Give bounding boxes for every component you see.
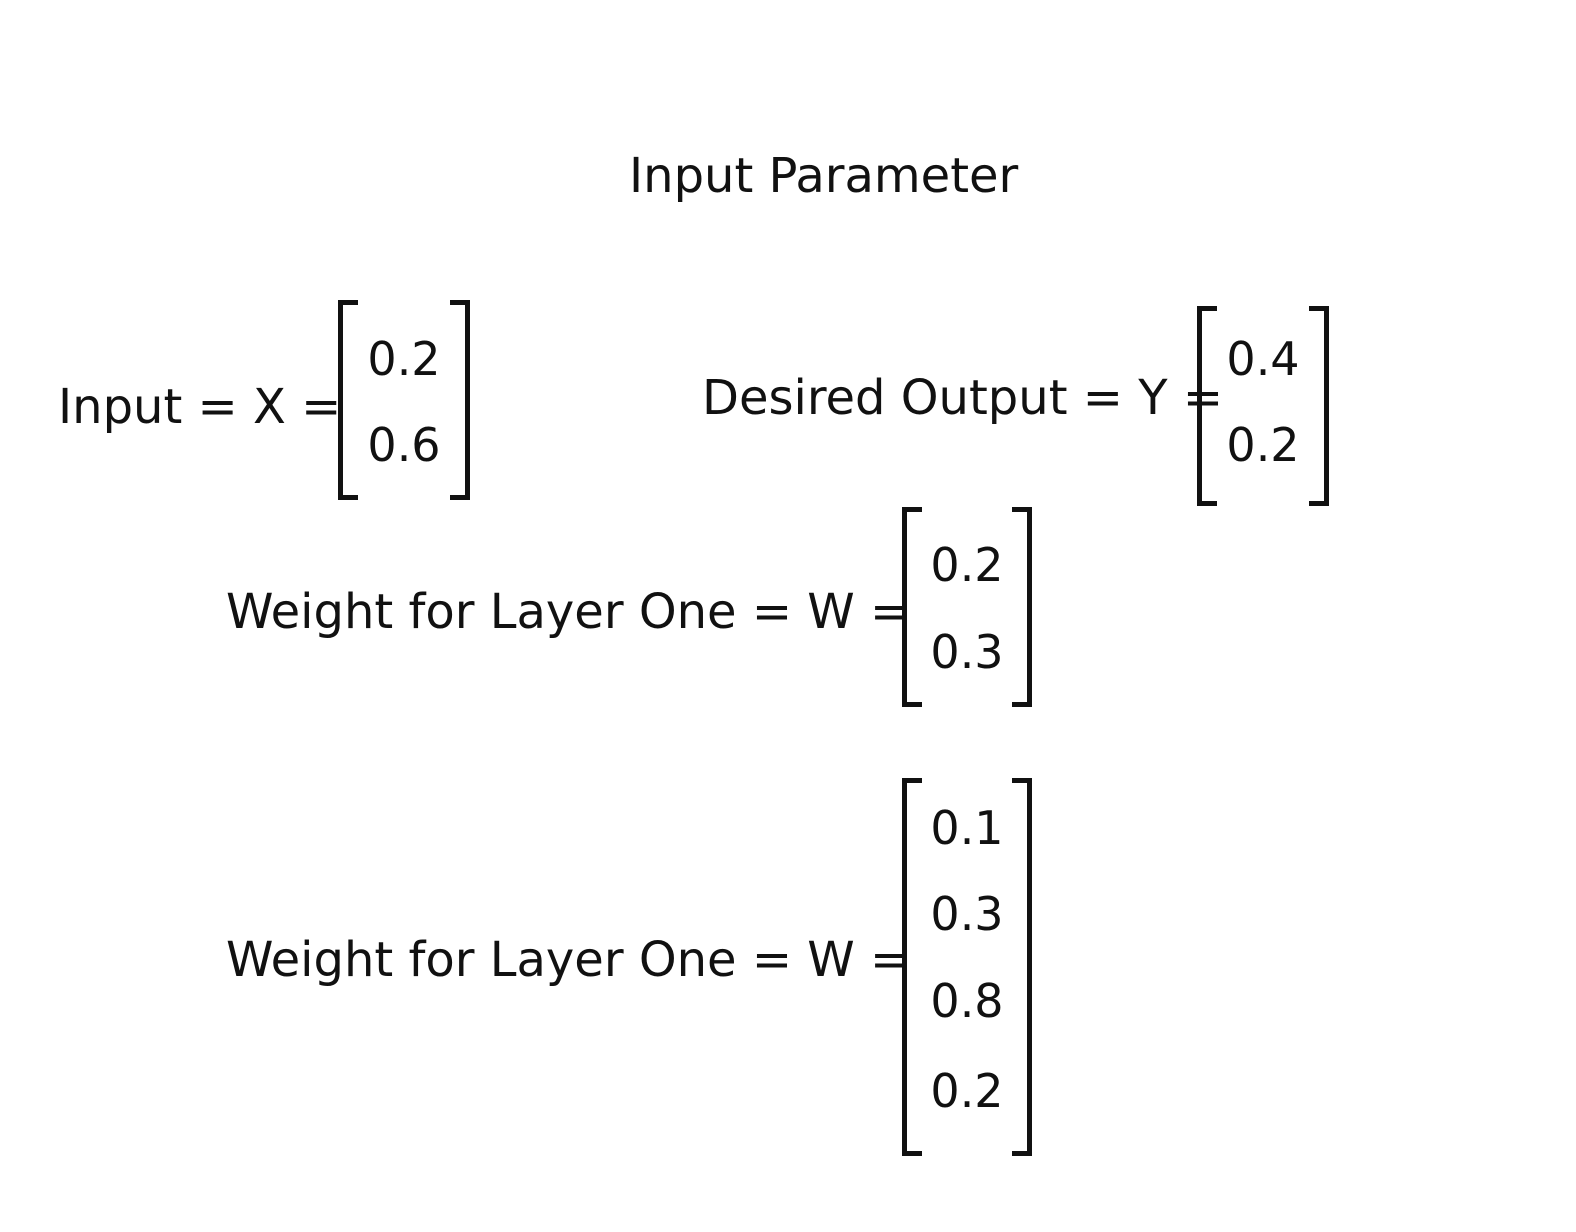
matrix-cell: 0.2 <box>930 1064 1004 1118</box>
weight-layer-matrix: 0.2 0.3 <box>902 507 1032 707</box>
input-label: Input = X = <box>58 379 342 435</box>
matrix-left-bracket <box>902 507 922 707</box>
matrix-cell: 0.6 <box>367 418 441 472</box>
matrix-cell: 0.4 <box>1226 332 1300 386</box>
matrix-cell: 0.3 <box>930 887 1004 941</box>
desired-output-matrix: 0.4 0.2 <box>1197 306 1329 506</box>
matrix-right-bracket <box>450 300 470 500</box>
matrix-cell: 0.2 <box>367 332 441 386</box>
matrix-cell: 0.3 <box>930 625 1004 679</box>
diagram-title: Input Parameter <box>629 148 1019 204</box>
input-matrix: 0.2 0.6 <box>338 300 470 500</box>
matrix-cell: 0.1 <box>930 801 1004 855</box>
matrix-right-bracket <box>1309 306 1329 506</box>
matrix-cell: 0.2 <box>1226 418 1300 472</box>
matrix-cell: 0.2 <box>930 538 1004 592</box>
matrix-right-bracket <box>1012 778 1032 1156</box>
matrix-left-bracket <box>1197 306 1217 506</box>
weight-layer-label: Weight for Layer One = W = <box>226 584 911 640</box>
weight-layer-label: Weight for Layer One = W = <box>226 932 911 988</box>
desired-output-label: Desired Output = Y = <box>702 370 1224 426</box>
matrix-left-bracket <box>902 778 922 1156</box>
matrix-left-bracket <box>338 300 358 500</box>
matrix-cell: 0.8 <box>930 974 1004 1028</box>
matrix-right-bracket <box>1012 507 1032 707</box>
weight-layer-matrix: 0.1 0.3 0.8 0.2 <box>902 778 1032 1156</box>
